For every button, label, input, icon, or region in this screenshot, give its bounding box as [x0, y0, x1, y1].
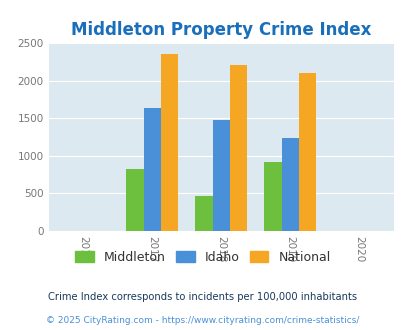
Bar [229, 65, 247, 231]
Bar [160, 54, 178, 231]
Text: Crime Index corresponds to incidents per 100,000 inhabitants: Crime Index corresponds to incidents per… [48, 292, 357, 302]
Bar [264, 162, 281, 231]
Bar [143, 108, 160, 231]
Bar [195, 196, 212, 231]
Bar [281, 139, 298, 231]
Legend: Middleton, Idaho, National: Middleton, Idaho, National [71, 247, 334, 268]
Bar [126, 169, 143, 231]
Text: © 2025 CityRating.com - https://www.cityrating.com/crime-statistics/: © 2025 CityRating.com - https://www.city… [46, 315, 359, 325]
Bar [212, 120, 229, 231]
Bar [298, 73, 315, 231]
Title: Middleton Property Crime Index: Middleton Property Crime Index [71, 20, 371, 39]
